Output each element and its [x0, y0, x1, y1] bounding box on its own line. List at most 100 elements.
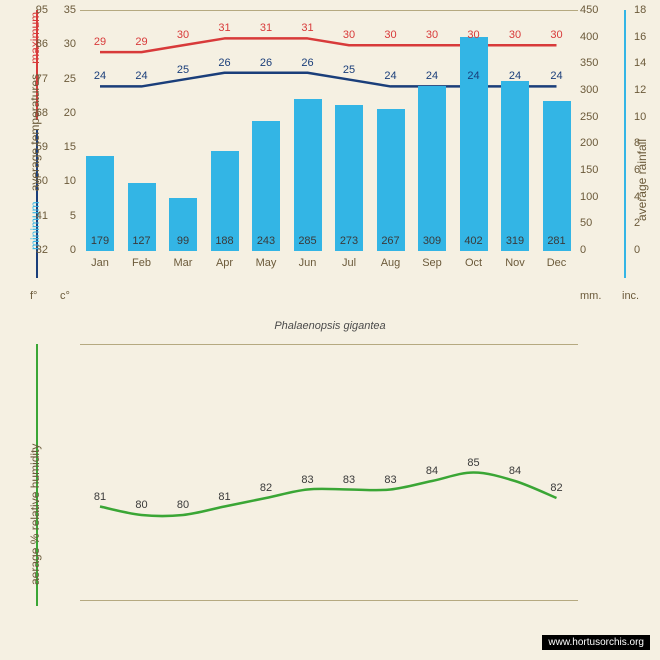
- inc-tick: 6: [634, 164, 640, 176]
- max-temp-value: 29: [80, 36, 120, 48]
- rainfall-value: 267: [377, 235, 405, 247]
- accent-bar-blue: [624, 10, 626, 278]
- climate-chart: 179Jan127Feb99Mar188Apr243May285Jun273Ju…: [52, 10, 606, 270]
- humidity-value: 84: [495, 465, 535, 477]
- rainfall-value: 309: [418, 235, 446, 247]
- min-temp-value: 26: [288, 57, 328, 69]
- c-tick: 20: [52, 107, 76, 119]
- c-tick: 25: [52, 73, 76, 85]
- min-temp-value: 25: [329, 64, 369, 76]
- rainfall-bar: [335, 105, 363, 251]
- month-label: Oct: [454, 257, 494, 269]
- month-label: Dec: [537, 257, 577, 269]
- f-tick: 50: [28, 175, 48, 187]
- max-temp-value: 31: [246, 22, 286, 34]
- max-temp-value: 30: [537, 29, 577, 41]
- label-humidity: aerage % relative humidity: [28, 444, 42, 585]
- inc-tick: 18: [634, 4, 646, 16]
- c-tick: 0: [52, 244, 76, 256]
- rainfall-value: 273: [335, 235, 363, 247]
- month-label: Jul: [329, 257, 369, 269]
- mm-tick: 0: [580, 244, 606, 256]
- max-temp-value: 30: [454, 29, 494, 41]
- rainfall-bar: [294, 99, 322, 251]
- rainfall-value: 99: [169, 235, 197, 247]
- max-temp-value: 31: [288, 22, 328, 34]
- min-temp-value: 24: [371, 70, 411, 82]
- humidity-value: 82: [537, 482, 577, 494]
- min-temp-value: 24: [412, 70, 452, 82]
- mm-tick: 350: [580, 57, 606, 69]
- humidity-value: 81: [205, 491, 245, 503]
- c-tick: 30: [52, 38, 76, 50]
- mm-tick: 400: [580, 31, 606, 43]
- humidity-value: 80: [163, 499, 203, 511]
- month-label: Apr: [205, 257, 245, 269]
- label-rainfall: average rainfall: [635, 139, 649, 221]
- month-label: Mar: [163, 257, 203, 269]
- mm-tick: 150: [580, 164, 606, 176]
- mm-tick: 450: [580, 4, 606, 16]
- humidity-value: 83: [288, 474, 328, 486]
- f-tick: 77: [28, 73, 48, 85]
- max-temp-value: 31: [205, 22, 245, 34]
- rainfall-value: 285: [294, 235, 322, 247]
- inc-tick: 0: [634, 244, 640, 256]
- max-temp-value: 30: [163, 29, 203, 41]
- inc-tick: 4: [634, 191, 640, 203]
- max-temp-value: 30: [329, 29, 369, 41]
- inc-tick: 2: [634, 217, 640, 229]
- f-tick: 32: [28, 244, 48, 256]
- max-temp-value: 30: [412, 29, 452, 41]
- unit-c: c°: [60, 290, 70, 302]
- min-temp-value: 24: [495, 70, 535, 82]
- unit-inc: inc.: [622, 290, 639, 302]
- humidity-value: 83: [329, 474, 369, 486]
- f-tick: 95: [28, 4, 48, 16]
- humidity-value: 81: [80, 491, 120, 503]
- inc-tick: 12: [634, 84, 646, 96]
- species-title: Phalaenopsis gigantea: [0, 320, 660, 332]
- inc-tick: 8: [634, 137, 640, 149]
- mm-tick: 100: [580, 191, 606, 203]
- max-temp-value: 29: [122, 36, 162, 48]
- label-avg-temps: average temperatures: [28, 74, 42, 191]
- min-temp-value: 24: [122, 70, 162, 82]
- mm-tick: 200: [580, 137, 606, 149]
- month-label: Feb: [122, 257, 162, 269]
- humidity-value: 82: [246, 482, 286, 494]
- min-temp-value: 26: [246, 57, 286, 69]
- month-label: May: [246, 257, 286, 269]
- inc-tick: 10: [634, 111, 646, 123]
- month-label: Jun: [288, 257, 328, 269]
- rainfall-value: 188: [211, 235, 239, 247]
- rainfall-value: 243: [252, 235, 280, 247]
- c-tick: 10: [52, 175, 76, 187]
- humidity-value: 83: [371, 474, 411, 486]
- rainfall-bar: [501, 81, 529, 251]
- min-temp-value: 24: [454, 70, 494, 82]
- inc-tick: 16: [634, 31, 646, 43]
- humidity-value: 80: [122, 499, 162, 511]
- rainfall-bar: [460, 37, 488, 251]
- min-temp-value: 26: [205, 57, 245, 69]
- y-label-humidity: aerage % relative humidity: [28, 444, 42, 585]
- mm-tick: 250: [580, 111, 606, 123]
- f-tick: 68: [28, 107, 48, 119]
- humidity-value: 84: [412, 465, 452, 477]
- c-tick: 5: [52, 210, 76, 222]
- rainfall-value: 281: [543, 235, 571, 247]
- max-temp-value: 30: [495, 29, 535, 41]
- humidity-plot-area: 818080818283838384858482: [80, 344, 578, 601]
- f-tick: 59: [28, 141, 48, 153]
- y-label-right: average rainfall: [635, 139, 649, 221]
- min-temp-value: 24: [80, 70, 120, 82]
- month-label: Aug: [371, 257, 411, 269]
- month-label: Jan: [80, 257, 120, 269]
- month-label: Sep: [412, 257, 452, 269]
- watermark: www.hortusorchis.org: [542, 635, 650, 650]
- rainfall-bar: [377, 109, 405, 251]
- inc-tick: 14: [634, 57, 646, 69]
- month-label: Nov: [495, 257, 535, 269]
- f-tick: 41: [28, 210, 48, 222]
